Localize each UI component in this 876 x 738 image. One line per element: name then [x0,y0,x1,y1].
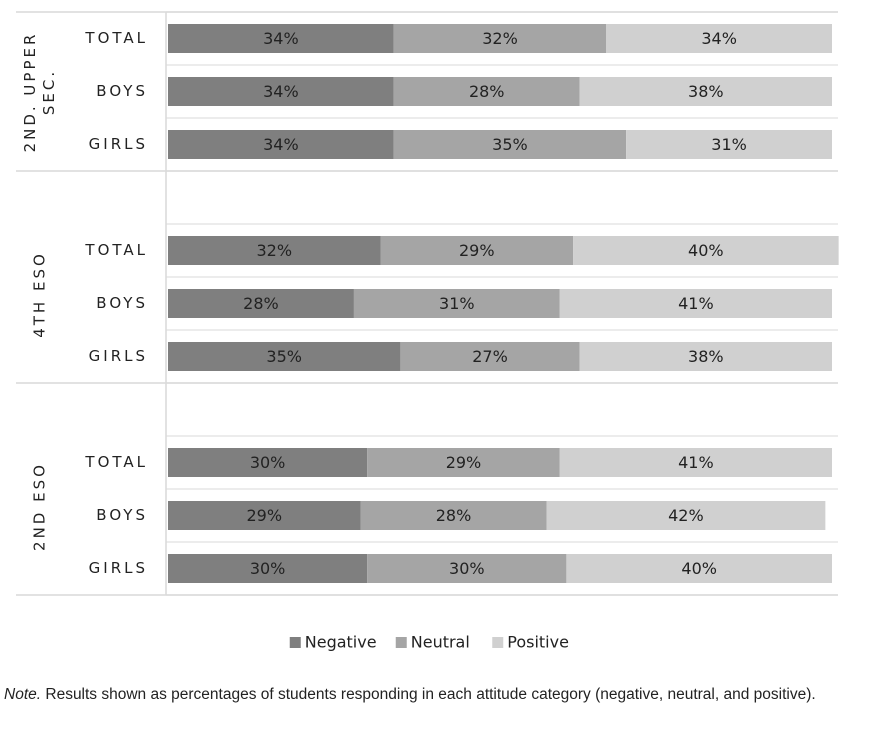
bar-segment [579,342,832,371]
group-label: 4TH ESO [30,250,49,338]
legend-label: Positive [507,633,569,652]
bar-segment [360,501,547,530]
data-label: 34% [263,135,299,154]
data-label: 30% [449,559,485,578]
data-label: 28% [243,294,279,313]
category-label: BOYS [96,294,148,312]
legend-label: Negative [305,633,377,652]
data-label: 35% [492,135,528,154]
group-label: 2ND. UPPER SEC. [21,31,58,152]
data-label: 31% [439,294,475,313]
data-label: 38% [688,82,724,101]
data-label: 28% [436,506,472,525]
bar-segment [573,236,839,265]
category-label: TOTAL [84,29,148,47]
bar-segment [380,236,574,265]
bar-segment [559,289,832,318]
bar-segment [168,448,368,477]
bar-segment [353,289,560,318]
note-label: Note. [4,686,42,703]
category-label: BOYS [96,82,148,100]
data-label: 42% [668,506,704,525]
bar-segment [393,130,627,159]
chart: TOTAL 34% 32% 34% BOYS 34% 28% 38% GIRLS 34% 35% 31… [16,11,839,652]
bar-segment [579,77,832,106]
bar-segment [168,24,394,53]
data-label: 40% [688,241,724,260]
bar-segment [559,448,832,477]
data-label: 34% [263,29,299,48]
data-label: 27% [472,347,508,366]
data-label: 29% [246,506,282,525]
data-label: 29% [459,241,495,260]
bar-segment [566,554,832,583]
bar-segment [400,342,580,371]
data-label: 32% [256,241,292,260]
category-label: BOYS [96,506,148,524]
legend-swatch [395,637,407,648]
bar-segment [367,554,567,583]
data-label: 28% [469,82,505,101]
bar-segment [626,130,832,159]
bar-segment [168,554,368,583]
bar-segment [168,77,394,106]
data-label: 30% [250,559,286,578]
note-text: Results shown as percentages of students… [45,686,816,703]
bar-segment [606,24,832,53]
data-label: 38% [688,347,724,366]
bar-segment [168,236,381,265]
legend-label: Neutral [411,633,470,652]
bar-segment [168,342,401,371]
bar-segment [546,501,826,530]
legend-swatch [289,637,301,648]
bar-segment [393,24,607,53]
category-label: TOTAL [84,453,148,471]
data-label: 34% [701,29,737,48]
data-label: 41% [678,453,714,472]
data-label: 30% [250,453,286,472]
bar-segment [367,448,560,477]
group-label: 2ND ESO [30,461,49,551]
data-label: 29% [446,453,482,472]
bar-segment [393,77,580,106]
bar-segment [168,289,354,318]
category-label: GIRLS [89,135,148,153]
bar-segment [168,130,394,159]
category-label: GIRLS [89,559,148,577]
legend-swatch [492,637,504,648]
category-label: TOTAL [84,241,148,259]
data-label: 41% [678,294,714,313]
category-label: GIRLS [89,347,148,365]
note: Note. Results shown as percentages of st… [4,684,866,705]
data-label: 40% [681,559,717,578]
data-label: 35% [266,347,302,366]
data-label: 32% [482,29,518,48]
data-label: 34% [263,82,299,101]
data-label: 31% [711,135,747,154]
bar-segment [168,501,361,530]
